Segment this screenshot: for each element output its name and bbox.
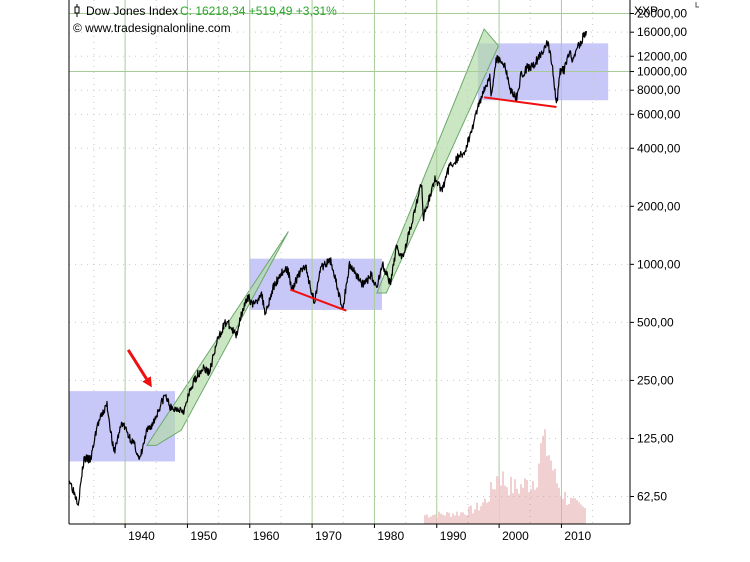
y-tick-label: 8000,00 <box>637 83 681 97</box>
legend-header: Dow Jones Index C: 16218,34 +519,49 +3,3… <box>73 4 337 35</box>
x-tick-label: 1950 <box>190 529 217 543</box>
y-tick-label: 2000,00 <box>637 199 681 213</box>
y-tick-label: 6000,00 <box>637 107 681 121</box>
grid <box>69 0 630 524</box>
currency-label: XXP <box>634 4 658 18</box>
last-quote: C: 16218,34 +519,49 +3,31% <box>180 4 337 18</box>
y-tick-label: 16000,00 <box>637 25 687 39</box>
source-credit: © www.tradesignalonline.com <box>73 21 231 35</box>
candle-icon <box>74 4 80 17</box>
y-tick-label: 250,00 <box>637 373 674 387</box>
y-tick-label: 1000,00 <box>637 257 681 271</box>
x-tick-label: 1990 <box>440 529 467 543</box>
annotation-arrows <box>126 349 152 388</box>
support-line-2 <box>484 96 557 108</box>
y-tick-label: 20000,00 <box>637 7 687 21</box>
axes <box>68 0 634 528</box>
x-tick-label: 2010 <box>564 529 591 543</box>
support-line-1 <box>289 288 347 312</box>
instrument-name: Dow Jones Index <box>86 4 178 18</box>
x-tick-label: 1980 <box>377 529 404 543</box>
support-lines <box>289 96 557 312</box>
y-tick-label: 10000,00 <box>637 65 687 79</box>
price-series <box>68 31 587 506</box>
x-tick-label: 1940 <box>128 529 155 543</box>
x-tick-label: 1970 <box>315 529 342 543</box>
range-box-2 <box>249 258 382 310</box>
volume-bars <box>424 429 586 524</box>
resize-grip-icon[interactable] <box>695 2 699 8</box>
trend-channel-2 <box>376 28 500 294</box>
y-tick-labels: 62,50 125,00 250,00 500,00 1000,00 2000,00 400… <box>637 7 687 504</box>
y-tick-label: 4000,00 <box>637 141 681 155</box>
y-tick-label: 125,00 <box>637 431 674 445</box>
arrow-head <box>142 376 152 388</box>
arrow-shaft <box>126 349 148 380</box>
x-tick-label: 1960 <box>253 529 280 543</box>
y-tick-label: 62,50 <box>637 489 667 503</box>
x-tick-labels: 1940 1950 1960 1970 1980 1990 2000 2010 <box>128 529 591 543</box>
price-line <box>68 31 587 506</box>
y-tick-label: 500,00 <box>637 315 674 329</box>
y-tick-label: 12000,00 <box>637 49 687 63</box>
x-tick-label: 2000 <box>502 529 529 543</box>
